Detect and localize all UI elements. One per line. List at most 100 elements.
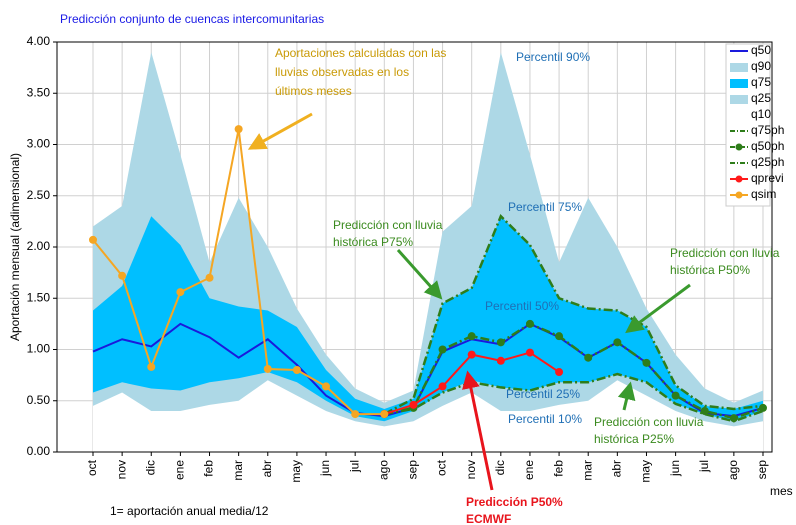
legend-swatch — [730, 95, 748, 104]
legend: q50 q90 q75 q25 q10 q75ph q50ph q25ph qprevi qsim — [725, 43, 784, 207]
y-tick-label: 3.00 — [27, 137, 51, 151]
marker — [292, 366, 301, 374]
x-tick-label: ago — [726, 460, 740, 480]
annotations: Aportaciones calculadas con las lluvias o… — [275, 46, 780, 525]
annotation: histórica P50% — [670, 263, 750, 277]
area — [93, 380, 763, 452]
annotation: Percentil 10% — [508, 412, 582, 426]
plot-area — [57, 41, 772, 453]
legend-marker — [735, 175, 743, 183]
legend-label: q25ph — [751, 155, 784, 169]
arrow — [247, 112, 313, 150]
annotation: histórica P75% — [333, 235, 413, 249]
legend-label: qprevi — [751, 171, 784, 185]
footnote: 1= aportación anual media/12 — [110, 504, 269, 518]
marker — [758, 403, 767, 412]
marker — [380, 410, 389, 419]
legend-label: qsim — [751, 187, 776, 201]
arrow — [396, 249, 443, 300]
annotation: Predicción P50% — [466, 495, 563, 509]
marker — [205, 273, 214, 282]
marker — [700, 407, 709, 415]
x-tick-label: mar — [231, 460, 245, 481]
x-axis-label: mes — [770, 484, 793, 498]
y-axis-label: Aportación mensual (adimensional) — [8, 153, 22, 341]
legend-label: q10 — [751, 107, 771, 121]
marker — [525, 319, 534, 328]
marker — [118, 271, 127, 280]
marker — [234, 125, 243, 134]
x-tick-label: mar — [580, 460, 594, 481]
x-tick-label: may — [639, 460, 653, 483]
line — [383, 214, 764, 416]
legend-label: q75 — [751, 75, 771, 89]
annotation: Predicción con lluvia — [594, 415, 704, 429]
x-tick-label: ene — [522, 460, 536, 480]
arrows — [247, 112, 691, 491]
marker — [409, 400, 418, 409]
x-tick-label: oct — [85, 459, 99, 476]
x-tick-label: oct — [435, 459, 449, 476]
annotation: últimos meses — [275, 84, 352, 98]
legend-label: q25 — [751, 91, 771, 105]
marker — [89, 235, 97, 244]
x-tick-label: may — [289, 460, 303, 483]
marker — [555, 332, 564, 341]
x-tick-label: ene — [173, 460, 187, 480]
line — [384, 322, 764, 420]
y-tick-label: 3.50 — [27, 85, 51, 99]
x-tick-label: nov — [464, 460, 478, 479]
x-tick-label: feb — [202, 460, 216, 477]
annotation: Percentil 25% — [506, 387, 580, 401]
marker — [496, 356, 505, 365]
y-tick-label: 0.50 — [27, 393, 51, 407]
y-tick-label: 1.50 — [27, 290, 51, 304]
marker — [613, 338, 622, 347]
annotation: Percentil 50% — [485, 299, 559, 313]
annotation: Percentil 90% — [516, 50, 590, 64]
legend-label: q75ph — [751, 123, 784, 137]
legend-label: q50ph — [751, 139, 784, 153]
marker — [525, 348, 534, 357]
marker — [729, 414, 738, 423]
marker — [467, 332, 476, 341]
marker — [351, 410, 360, 419]
legend-marker — [735, 191, 743, 199]
marker — [467, 350, 476, 359]
annotation: ECMWF — [466, 512, 511, 525]
x-tick-label: sep — [755, 460, 769, 480]
x-tick-label: sep — [406, 460, 420, 480]
x-tick-label: abr — [610, 460, 624, 477]
marker — [263, 364, 272, 373]
x-tick-label: dic — [493, 460, 507, 475]
marker — [147, 362, 156, 371]
chart-title: Predicción conjunto de cuencas intercomu… — [60, 12, 324, 26]
legend-marker — [735, 143, 743, 151]
marker — [671, 391, 680, 400]
marker — [584, 353, 593, 362]
y-tick-label: 2.50 — [27, 188, 51, 202]
x-tick-label: jun — [318, 460, 332, 477]
arrow — [625, 283, 691, 334]
legend-swatch — [730, 63, 748, 72]
y-tick-label: 0.00 — [27, 444, 51, 458]
x-tick-label: dic — [143, 460, 157, 475]
marker — [438, 382, 447, 391]
legend-label: q90 — [751, 59, 771, 73]
x-tick-label: jun — [668, 460, 682, 477]
x-tick-label: jul — [347, 460, 361, 473]
y-tick-label: 1.00 — [27, 342, 51, 356]
marker — [555, 368, 564, 377]
annotation: Percentil 75% — [508, 200, 582, 214]
marker — [642, 358, 651, 367]
legend-swatch — [730, 111, 748, 120]
arrow — [617, 381, 636, 411]
annotation: Predicción con lluvia — [670, 246, 780, 260]
marker — [438, 345, 447, 354]
legend-label: q50 — [751, 43, 771, 57]
x-tick-label: ago — [376, 460, 390, 480]
legend-swatch — [730, 79, 748, 88]
marker — [322, 382, 331, 391]
annotation: histórica P25% — [594, 432, 674, 446]
